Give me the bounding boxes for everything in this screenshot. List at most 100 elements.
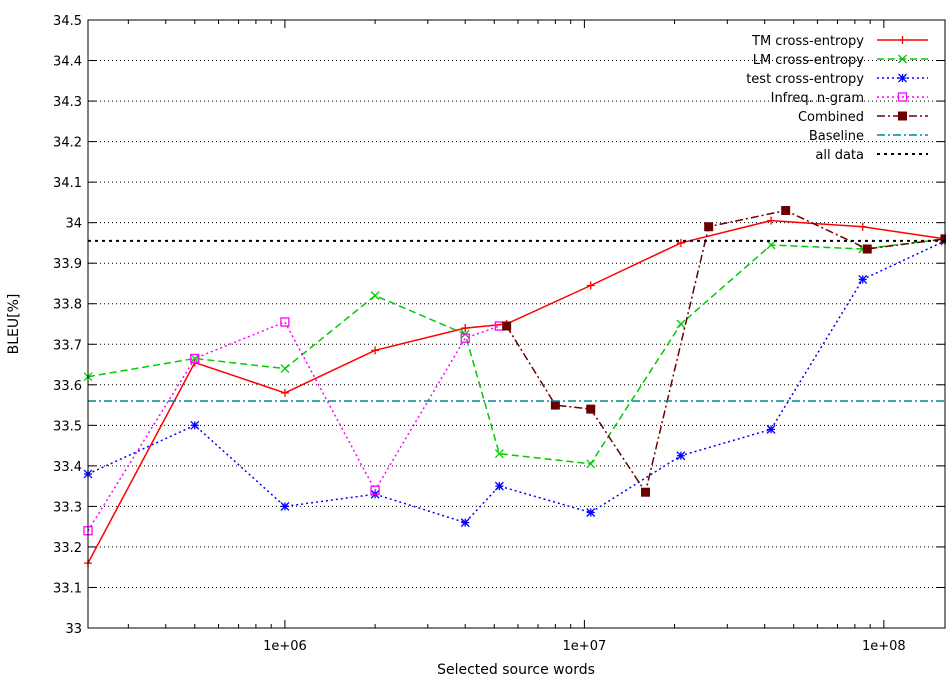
- marker-stroke: [494, 449, 504, 459]
- legend-label: TM cross-entropy: [751, 34, 864, 49]
- marker-stroke: [461, 324, 470, 333]
- y-tick-label: 34: [65, 217, 82, 232]
- legend-label: Combined: [798, 110, 864, 125]
- marker-stroke: [586, 459, 596, 469]
- marker-stroke: [586, 281, 595, 290]
- legend-item: Combined: [798, 110, 928, 125]
- series-line: [87, 219, 946, 564]
- marker-shape: [641, 487, 651, 497]
- data-point: [461, 324, 470, 333]
- data-point: [370, 485, 380, 495]
- legend-label: all data: [815, 148, 864, 163]
- legend-item: test cross-entropy: [746, 72, 928, 87]
- series-layer: [83, 206, 946, 568]
- y-tick-label: 34.3: [53, 95, 82, 110]
- marker-stroke: [676, 238, 685, 247]
- y-tick-label: 34.5: [53, 14, 82, 29]
- y-axis-label: BLEU[%]: [6, 294, 22, 355]
- data-point: [766, 424, 776, 434]
- marker-stroke: [280, 388, 289, 397]
- series-line: [87, 321, 500, 532]
- data-point: [190, 420, 200, 430]
- marker-stroke: [586, 508, 596, 517]
- y-tick-label: 34.4: [53, 55, 82, 70]
- plot-frame: [87, 19, 946, 629]
- data-point: [767, 216, 776, 225]
- data-point: [586, 404, 596, 414]
- y-tick-label: 33.6: [53, 379, 82, 394]
- marker-stroke: [494, 481, 504, 491]
- marker-stroke: [676, 319, 686, 329]
- data-point: [858, 222, 867, 231]
- legend-marker: [898, 111, 907, 121]
- data-point: [460, 333, 470, 343]
- data-point: [676, 451, 686, 461]
- marker-shape: [502, 321, 512, 331]
- marker-stroke: [898, 73, 907, 83]
- data-point: [858, 274, 868, 284]
- data-point: [190, 353, 200, 364]
- y-tick-label: 33.8: [53, 298, 82, 313]
- legend-item: all data: [815, 148, 928, 163]
- data-point: [371, 346, 380, 355]
- marker-shape: [280, 317, 290, 327]
- marker-shape: [898, 111, 907, 121]
- marker-stroke: [280, 501, 290, 511]
- marker-shape: [370, 485, 380, 495]
- marker-stroke: [766, 240, 776, 250]
- marker-stroke: [858, 222, 867, 231]
- marker-stroke: [190, 353, 200, 363]
- data-point: [460, 518, 470, 528]
- y-tick-label: 33.2: [53, 541, 82, 556]
- x-tick-label: 1e+08: [862, 639, 906, 654]
- legend-label: LM cross-entropy: [753, 53, 865, 68]
- y-tick-label: 34.1: [53, 176, 82, 191]
- data-point: [676, 319, 686, 329]
- marker-stroke: [371, 346, 380, 355]
- legend-item: LM cross-entropy: [753, 53, 928, 68]
- marker-shape: [190, 353, 200, 364]
- marker-stroke: [898, 36, 907, 44]
- marker-stroke: [767, 216, 776, 225]
- legend-label: test cross-entropy: [746, 72, 864, 87]
- marker-stroke: [858, 274, 868, 284]
- data-point: [494, 481, 504, 491]
- marker-shape: [704, 222, 714, 232]
- y-tick-label: 33.1: [53, 581, 82, 596]
- data-point: [586, 459, 596, 469]
- data-point: [781, 206, 791, 216]
- x-tick-label: 1e+07: [563, 639, 607, 654]
- data-point: [280, 388, 289, 397]
- series-line: [87, 238, 946, 465]
- data-point: [494, 449, 504, 459]
- legend-item: TM cross-entropy: [751, 34, 928, 49]
- legend-marker: [898, 36, 907, 44]
- marker-shape: [897, 92, 908, 102]
- series-infreq-n-gram: [83, 317, 504, 536]
- series-line: [505, 209, 946, 495]
- x-tick-label: 1e+06: [263, 639, 307, 654]
- marker-stroke: [370, 291, 380, 301]
- data-point: [370, 291, 380, 301]
- data-point: [502, 321, 512, 331]
- marker-stroke: [766, 424, 776, 434]
- y-tick-label: 33.9: [53, 257, 82, 272]
- y-tick-label: 33.7: [53, 338, 82, 353]
- legend-marker: [897, 92, 908, 102]
- data-point: [862, 244, 872, 254]
- legend: TM cross-entropy LM cross-entropy test cro…: [746, 34, 928, 163]
- data-point: [641, 487, 651, 497]
- data-point: [280, 364, 290, 374]
- marker-stroke: [898, 54, 907, 64]
- data-point: [190, 353, 200, 363]
- marker-shape: [862, 244, 872, 254]
- marker-shape: [586, 404, 596, 414]
- marker-shape: [781, 206, 791, 216]
- ticks: 33 33.1 33.2 33.3 33.4 33.5 33.6 33.7 33.8 33.9 34…: [53, 14, 945, 654]
- legend-marker: [898, 73, 907, 83]
- legend-item: Infreq. n-gram: [771, 91, 928, 106]
- y-tick-label: 33.5: [53, 419, 82, 434]
- data-point: [704, 222, 714, 232]
- series-line: [87, 240, 946, 524]
